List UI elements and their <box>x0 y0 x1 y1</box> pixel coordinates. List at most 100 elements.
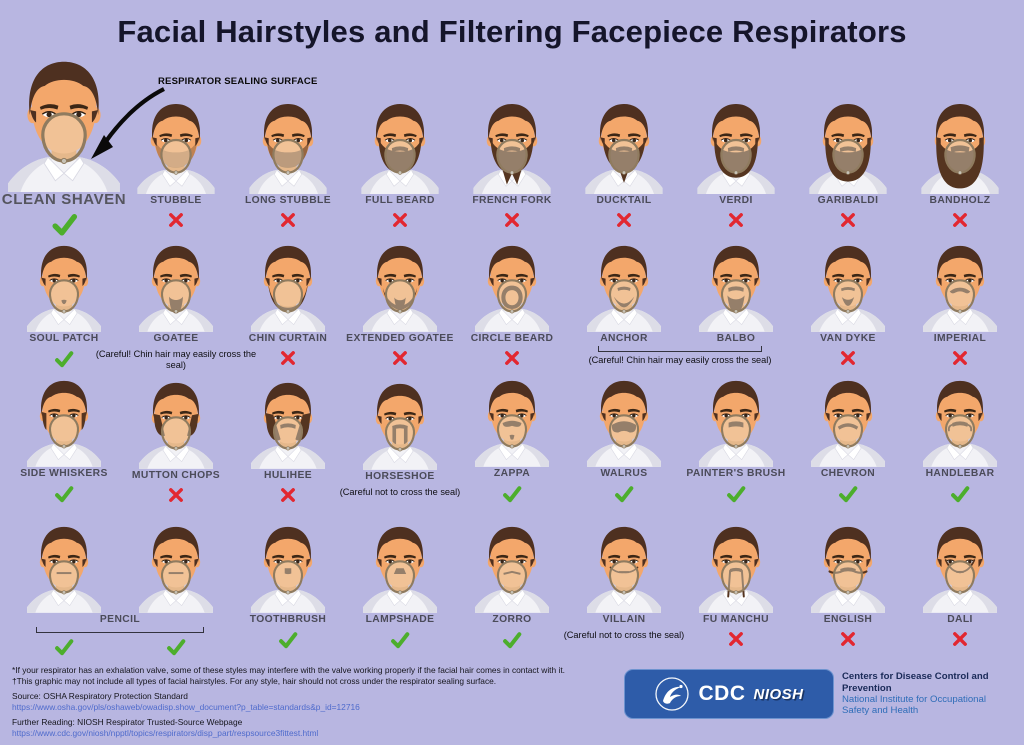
verdict-area <box>680 481 792 509</box>
face-illustration-hulihee <box>247 377 329 469</box>
pencil-label-group: PENCIL <box>8 613 232 633</box>
graphic-scope-note: †This graphic may not include all types … <box>12 675 497 686</box>
style-label: WALRUS <box>600 468 648 479</box>
style-label: PENCIL <box>99 614 141 625</box>
cross-icon <box>727 630 745 653</box>
style-label: HULIHEE <box>264 470 312 481</box>
style-label: BANDHOLZ <box>929 195 991 206</box>
verdict-area <box>120 627 232 659</box>
style-label: ZORRO <box>492 614 532 625</box>
verdict-area <box>456 346 568 378</box>
face-illustration-soul-patch <box>23 240 105 332</box>
face-illustration-pencil <box>23 521 105 613</box>
style-cell-pencil <box>120 509 232 659</box>
style-cell-pencil <box>8 509 120 659</box>
style-label: VERDI <box>719 195 753 206</box>
face-illustration-toothbrush <box>247 521 329 613</box>
cross-icon <box>951 349 969 372</box>
verdict-area <box>792 627 904 659</box>
niosh-logo: NIOSH <box>753 685 804 703</box>
face-illustration-long-stubble <box>245 98 331 194</box>
check-icon <box>614 484 634 509</box>
style-cell-extended-goatee: EXTENDED GOATEE <box>344 240 456 378</box>
verdict-area <box>904 627 1016 659</box>
verdict-area <box>680 627 792 659</box>
verdict-area <box>344 627 456 659</box>
cross-icon <box>727 211 745 234</box>
style-label: BALBO <box>716 333 756 344</box>
verdict-area <box>568 481 680 509</box>
verdict-area <box>8 208 120 240</box>
face-illustration-zorro <box>471 521 553 613</box>
check-icon <box>502 630 522 655</box>
check-icon <box>166 637 186 662</box>
row-mustaches-2: PENCIL TOOTHBRUSH LAMPSHADE ZORRO VILLAIN (C… <box>8 509 1016 659</box>
face-illustration-horseshoe <box>359 378 441 470</box>
source-link[interactable]: https://www.osha.gov/pls/oshaweb/owadisp… <box>12 701 360 712</box>
verdict-area <box>456 627 568 659</box>
hhs-seal-icon <box>655 677 690 711</box>
face-illustration-anchor <box>583 240 665 332</box>
face-illustration-handlebar <box>919 375 1001 467</box>
face-illustration-side-whiskers <box>23 375 105 467</box>
verdict-area: (Careful not to cross the seal) <box>340 484 461 509</box>
style-label: CIRCLE BEARD <box>470 333 554 344</box>
style-label: MUTTON CHOPS <box>131 470 221 481</box>
style-label: STUBBLE <box>150 195 202 206</box>
org-names: Centers for Disease Control and Preventi… <box>842 671 1010 716</box>
style-cell-anchor: ANCHOR <box>568 240 680 378</box>
cross-icon <box>167 486 185 509</box>
check-icon <box>726 484 746 509</box>
verdict-area <box>792 208 904 240</box>
verdict-area <box>568 208 680 240</box>
arrow-icon <box>91 87 165 159</box>
verdict-area <box>344 346 456 378</box>
face-illustration-extended-goatee <box>359 240 441 332</box>
check-icon <box>54 637 74 662</box>
cdc-niosh-logo-box: CDC NIOSH <box>624 669 834 719</box>
face-illustration-chin-curtain <box>247 240 329 332</box>
cross-icon <box>503 349 521 372</box>
style-label: VAN DYKE <box>820 333 876 344</box>
style-cell-painters-brush: PAINTER'S BRUSH <box>680 378 792 509</box>
style-label: FULL BEARD <box>365 195 435 206</box>
check-icon <box>838 484 858 509</box>
style-label: SIDE WHISKERS <box>20 468 108 479</box>
cross-icon <box>951 630 969 653</box>
style-cell-walrus: WALRUS <box>568 378 680 509</box>
face-grid: RESPIRATOR SEALING SURFACE CLEAN SHAVEN S… <box>0 50 1024 659</box>
verdict-area <box>120 483 232 509</box>
style-label: CHIN CURTAIN <box>248 333 328 344</box>
style-cell-toothbrush: TOOTHBRUSH <box>232 509 344 659</box>
face-illustration-fu-manchu <box>695 521 777 613</box>
style-label: ENGLISH <box>823 614 873 625</box>
style-label: EXTENDED GOATEE <box>346 333 454 344</box>
style-label: DALI <box>947 614 973 625</box>
check-icon <box>54 484 74 509</box>
style-cell-hulihee: HULIHEE <box>232 378 344 509</box>
cross-icon <box>839 211 857 234</box>
face-illustration-van-dyke <box>807 240 889 332</box>
face-illustration-pencil <box>135 521 217 613</box>
face-illustration-dali <box>919 521 1001 613</box>
style-cell-english: ENGLISH <box>792 509 904 659</box>
further-reading-link[interactable]: https://www.cdc.gov/niosh/npptl/topics/r… <box>12 727 319 738</box>
source-label: Source: OSHA Respiratory Protection Stan… <box>12 690 188 701</box>
verdict-area <box>456 481 568 509</box>
check-icon <box>51 211 78 243</box>
row-mustaches-1: SIDE WHISKERS MUTTON CHOPS HULIHEE HORSESHO… <box>8 378 1016 509</box>
style-cell-stubble: STUBBLE <box>120 50 232 240</box>
style-label: ANCHOR <box>600 333 648 344</box>
face-illustration-clean-shaven <box>2 53 126 192</box>
face-illustration-imperial <box>919 240 1001 332</box>
style-cell-circle-beard: CIRCLE BEARD <box>456 240 568 378</box>
style-cell-handlebar: HANDLEBAR <box>904 378 1016 509</box>
style-cell-mutton-chops: MUTTON CHOPS <box>120 378 232 509</box>
cross-icon <box>839 630 857 653</box>
face-illustration-mutton-chops <box>135 377 217 469</box>
face-illustration-chevron <box>807 375 889 467</box>
style-label: HANDLEBAR <box>925 468 995 479</box>
bracket-line <box>36 627 204 633</box>
cross-icon <box>279 349 297 372</box>
style-label: DUCKTAIL <box>596 195 652 206</box>
